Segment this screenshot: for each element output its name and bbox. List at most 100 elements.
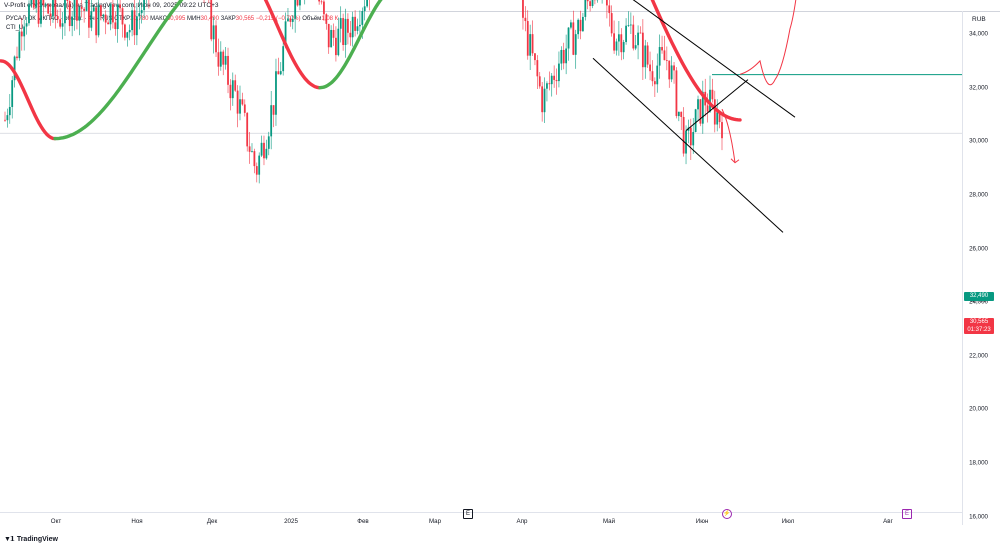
- candle-body: [641, 32, 644, 68]
- candle-body: [11, 80, 14, 107]
- candle-body: [287, 18, 289, 22]
- candle-body: [73, 0, 76, 17]
- candle-body: [716, 112, 719, 125]
- trend-wave-up: [318, 0, 383, 90]
- candle-body: [574, 34, 577, 55]
- candle-body: [83, 8, 86, 11]
- price-tick-label: 18,000: [969, 459, 988, 467]
- candle-body: [550, 75, 553, 85]
- candle-body: [356, 26, 359, 31]
- bar-countdown: 01:37:23: [967, 327, 991, 333]
- candle-body: [572, 22, 575, 55]
- time-tick-label: Июл: [781, 518, 795, 525]
- candle-body: [251, 151, 253, 152]
- channel-upper-line: [632, 0, 796, 118]
- candle-body: [620, 34, 623, 53]
- candle-body: [76, 0, 78, 21]
- candle-body: [13, 56, 16, 81]
- candle-body: [282, 46, 285, 72]
- candle-body: [102, 14, 105, 17]
- candle-body: [351, 16, 354, 38]
- candle-body: [701, 91, 704, 124]
- candle-body: [608, 5, 611, 14]
- tradingview-footer[interactable]: ▼𝟭 TradingView: [4, 535, 58, 544]
- candle-body: [658, 47, 661, 66]
- candle-body: [320, 1, 323, 3]
- candle-body: [584, 0, 587, 17]
- candle-body: [246, 112, 249, 147]
- candle-body: [325, 14, 328, 24]
- candle-body: [30, 0, 33, 5]
- candle-body: [236, 90, 239, 114]
- candle-body: [239, 99, 241, 114]
- candle-body: [562, 49, 565, 64]
- candle-body: [354, 16, 357, 31]
- candle-body: [582, 16, 584, 32]
- candle-body: [613, 33, 615, 51]
- candle-body: [100, 5, 102, 17]
- candle-body: [335, 37, 337, 56]
- candle-body: [35, 0, 38, 8]
- candle-body: [222, 51, 225, 65]
- candle-body: [629, 24, 632, 26]
- candle-body: [665, 60, 668, 61]
- bearish-projection-arrow: [721, 108, 736, 163]
- candle-body: [234, 80, 237, 91]
- time-tick-label: Мар: [428, 518, 442, 525]
- candle-body: [92, 7, 95, 12]
- earnings-event-icon[interactable]: E: [902, 509, 912, 519]
- candle-body: [327, 23, 330, 48]
- legend-change: −0,215 (−0,70%): [255, 16, 301, 22]
- candle-body: [605, 0, 608, 6]
- time-tick-label: Окт: [50, 518, 62, 525]
- candle-body: [318, 0, 321, 2]
- candle-body: [6, 115, 9, 121]
- candle-body: [88, 0, 90, 28]
- candle-body: [116, 4, 119, 30]
- candle-body: [291, 18, 294, 22]
- currency-label[interactable]: RUB: [972, 16, 986, 23]
- candle-body: [219, 51, 222, 67]
- legend-indicator[interactable]: CTI_U: [6, 25, 24, 31]
- candle-body: [553, 75, 556, 80]
- candle-body: [709, 89, 711, 112]
- trend-wave-up: [53, 0, 184, 141]
- candle-body: [366, 0, 368, 7]
- candle-body: [85, 0, 88, 11]
- candle-body: [277, 71, 280, 75]
- candle-body: [651, 71, 654, 82]
- candle-body: [54, 0, 57, 17]
- candle-body: [634, 45, 637, 49]
- candle-body: [689, 127, 692, 146]
- lightning-event-icon[interactable]: ⚡: [722, 509, 732, 519]
- candle-body: [279, 71, 282, 75]
- candle-body: [347, 18, 349, 33]
- candle-body: [42, 0, 45, 5]
- candle-body: [263, 142, 265, 159]
- candle-body: [126, 32, 129, 38]
- candle-body: [296, 0, 299, 6]
- price-tick-label: 32,000: [969, 84, 988, 92]
- candle-body: [694, 109, 697, 132]
- candle-body: [663, 50, 666, 61]
- candle-body: [526, 21, 529, 56]
- candle-body: [114, 22, 117, 30]
- candle-body: [227, 55, 229, 85]
- candle-body: [337, 28, 340, 56]
- candle-body: [617, 34, 620, 42]
- candle-body: [243, 104, 246, 113]
- candle-body: [677, 111, 680, 117]
- candle-body: [289, 18, 292, 22]
- candle-body: [80, 6, 83, 9]
- earnings-event-icon[interactable]: E: [463, 509, 473, 519]
- candle-body: [121, 8, 124, 25]
- candle-body: [560, 49, 563, 64]
- candle-body: [61, 23, 64, 27]
- candle-body: [361, 11, 364, 25]
- candle-body: [248, 146, 251, 152]
- candle-body: [541, 86, 544, 113]
- candle-body: [253, 151, 256, 167]
- legend-symbol[interactable]: РУСАЛ ОК МКПАО · обыкн. · 4ч · RUS: [6, 16, 113, 22]
